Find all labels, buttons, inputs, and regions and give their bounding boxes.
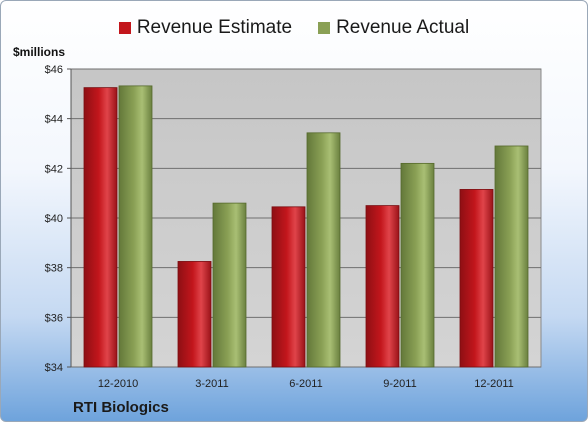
x-tick-label: 6-2011 <box>289 378 322 390</box>
bar-estimate-12-2010 <box>83 87 118 368</box>
bar-actual-9-2011 <box>400 162 435 368</box>
y-axis-unit-label: $millions <box>13 45 66 59</box>
y-tick-label: $40 <box>45 213 63 225</box>
legend: Revenue Estimate Revenue Actual <box>1 17 587 39</box>
y-tick-label: $46 <box>45 64 63 76</box>
y-tick-label: $38 <box>45 263 63 275</box>
bar-estimate-12-2011 <box>459 189 494 368</box>
y-tick-label: $42 <box>45 163 63 175</box>
x-tick-label: 3-2011 <box>195 378 228 390</box>
legend-item-actual: Revenue Actual <box>318 17 469 39</box>
x-tick-label: 9-2011 <box>383 378 416 390</box>
bar-actual-6-2011 <box>306 132 341 368</box>
y-tick-label: $34 <box>45 362 63 374</box>
bar-actual-12-2010 <box>118 85 153 368</box>
legend-swatch-actual <box>318 22 331 34</box>
x-tick-label: 12-2010 <box>98 378 138 390</box>
bar-actual-12-2011 <box>494 145 529 368</box>
company-name: RTI Biologics <box>73 399 169 416</box>
legend-swatch-estimate <box>118 22 131 34</box>
legend-label-estimate: Revenue Estimate <box>136 17 293 38</box>
bar-actual-3-2011 <box>212 202 247 368</box>
bar-estimate-9-2011 <box>365 205 400 368</box>
y-tick-label: $36 <box>45 312 63 324</box>
bar-estimate-3-2011 <box>177 261 212 368</box>
x-tick-label: 12-2011 <box>474 378 514 390</box>
legend-item-estimate: Revenue Estimate <box>118 17 293 39</box>
bar-estimate-6-2011 <box>271 206 306 368</box>
legend-label-actual: Revenue Actual <box>336 17 470 38</box>
y-tick-label: $44 <box>45 114 63 126</box>
